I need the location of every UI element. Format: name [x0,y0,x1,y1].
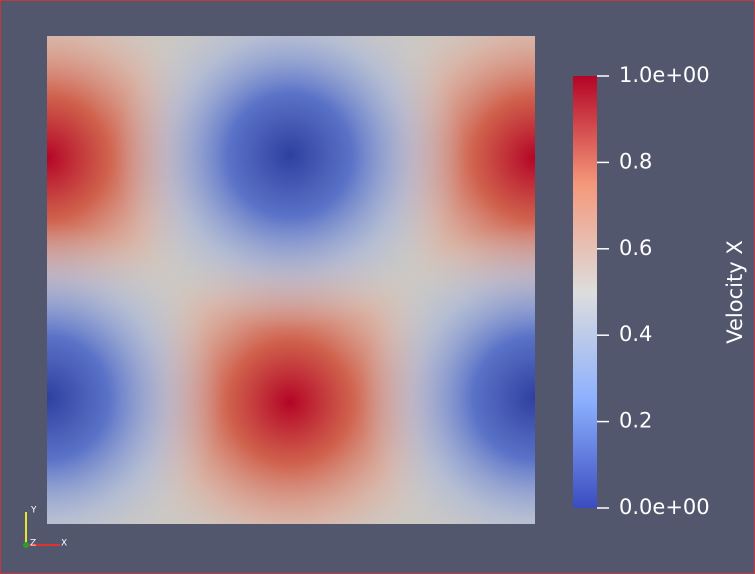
color-bar-tick-label: 0.4 [619,322,652,346]
axis-y-label: Y [30,506,37,516]
axis-z-label: Z [30,539,36,549]
color-bar-tick-label: 0.8 [619,149,652,173]
color-bar-tick-label: 1.0e+00 [619,63,710,87]
axes-triad: Y Z X [23,506,67,549]
color-bar-tick-label: 0.0e+00 [619,495,710,519]
color-bar [573,76,597,508]
color-bar-tick-label: 0.6 [619,236,652,260]
color-bar-title: Velocity X [723,240,747,343]
axis-x-label: X [61,539,67,549]
field-surface [47,36,535,524]
color-bar-tick-label: 0.2 [619,409,652,433]
